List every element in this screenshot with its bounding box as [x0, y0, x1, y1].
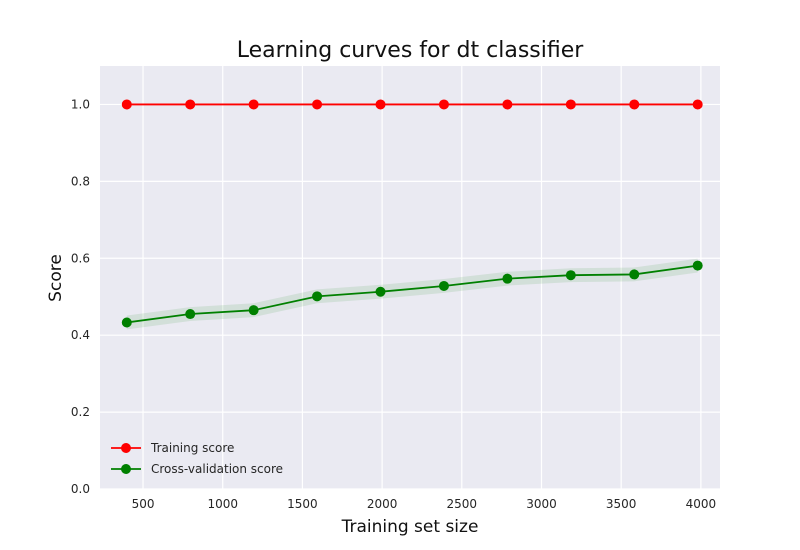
series-points — [121, 99, 703, 328]
training-score-legend-marker — [121, 443, 131, 453]
y-tick-label: 1.0 — [71, 97, 90, 111]
training-score-point — [502, 99, 513, 110]
training-score-point — [312, 99, 323, 110]
training-score-point — [692, 99, 703, 110]
training-score-point — [629, 99, 640, 110]
training-score-point — [185, 99, 196, 110]
y-tick-label: 0.6 — [71, 251, 90, 265]
cross-validation-score-line — [126, 264, 698, 324]
cross-validation-score-legend-label: Cross-validation score — [151, 462, 283, 476]
cross-validation-score-point — [438, 280, 449, 291]
training-score-legend-label: Training score — [150, 441, 234, 455]
training-score-point — [565, 99, 576, 110]
cross-validation-score-point — [248, 305, 259, 316]
x-tick-label: 2500 — [447, 497, 478, 511]
training-score-point — [438, 99, 449, 110]
x-tick-label: 3500 — [606, 497, 637, 511]
series-lines — [126, 103, 698, 324]
cross-validation-score-point — [375, 286, 386, 297]
x-tick-label: 1000 — [207, 497, 238, 511]
cross-validation-score-point — [629, 269, 640, 280]
cross-validation-score-point — [121, 317, 132, 328]
cross-validation-score-point — [565, 270, 576, 281]
y-axis-ticks: 0.0 0.2 0.4 0.6 0.8 1.0 — [71, 97, 90, 496]
chart-title: Learning curves for dt classifier — [237, 38, 585, 63]
cross-validation-score-legend-marker — [121, 464, 131, 474]
training-score-point — [375, 99, 386, 110]
y-axis-label: Score — [46, 254, 66, 302]
cross-validation-score-point — [312, 291, 323, 302]
training-score-point — [121, 99, 132, 110]
cross-validation-score-point — [502, 273, 513, 284]
y-tick-label: 0.4 — [71, 328, 90, 342]
x-axis-ticks: 500 1000 1500 2000 2500 3000 3500 4000 — [132, 497, 717, 511]
y-tick-label: 0.0 — [71, 482, 90, 496]
x-tick-label: 4000 — [686, 497, 717, 511]
y-tick-label: 0.8 — [71, 174, 90, 188]
training-score-point — [248, 99, 259, 110]
x-tick-label: 2000 — [367, 497, 398, 511]
plot-area — [100, 66, 720, 489]
x-tick-label: 500 — [132, 497, 155, 511]
x-axis-label: Training set size — [341, 517, 479, 537]
legend: Training score Cross-validation score — [111, 441, 283, 476]
cross-validation-score-point — [692, 260, 703, 271]
x-tick-label: 3000 — [526, 497, 557, 511]
x-tick-label: 1500 — [287, 497, 318, 511]
cross-validation-score-point — [185, 309, 196, 320]
y-tick-label: 0.2 — [71, 405, 90, 419]
